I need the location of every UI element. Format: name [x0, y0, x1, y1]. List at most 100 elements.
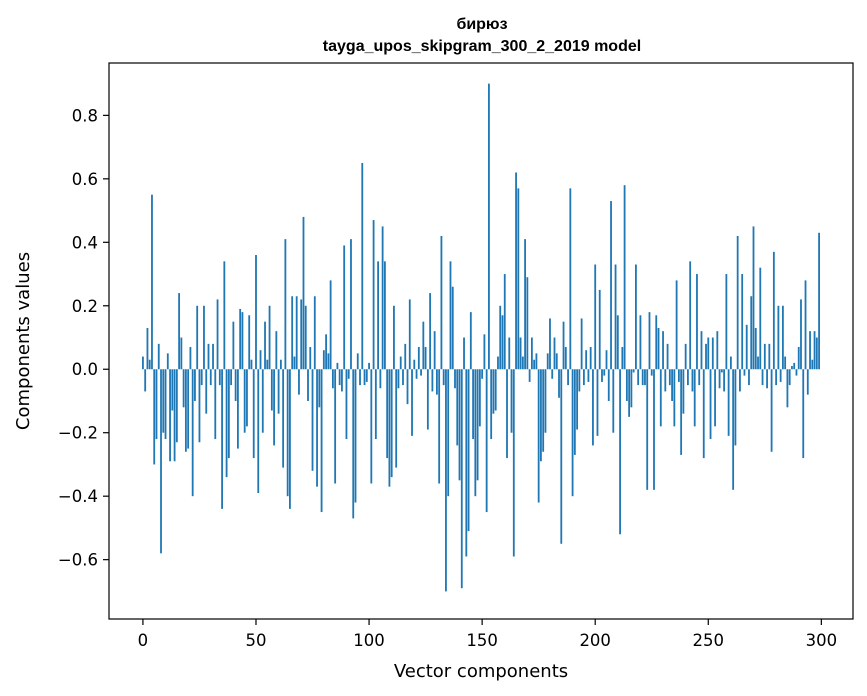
- bar-260: [729, 356, 732, 370]
- y-tick-label-3: 0.0: [72, 360, 98, 379]
- chart-title-line1: бирюз: [456, 16, 507, 33]
- bar-37: [225, 369, 228, 478]
- bar-35: [221, 369, 223, 509]
- bar-281: [777, 305, 780, 370]
- bar-14: [173, 369, 176, 462]
- bar-2: [146, 327, 149, 370]
- bar-154: [490, 369, 493, 440]
- bar-159: [501, 315, 504, 370]
- bar-51: [257, 369, 260, 494]
- bar-94: [354, 369, 357, 503]
- bar-106: [381, 226, 384, 370]
- bar-218: [635, 264, 637, 370]
- bar-251: [709, 369, 712, 440]
- bar-60: [277, 369, 280, 414]
- bar-232: [666, 343, 669, 370]
- bar-235: [673, 369, 676, 427]
- bar-265: [741, 274, 744, 370]
- bar-93: [352, 369, 355, 519]
- bar-185: [560, 369, 563, 544]
- bar-83: [329, 280, 332, 370]
- bar-99: [365, 369, 368, 382]
- bar-299: [818, 232, 820, 370]
- bar-54: [264, 321, 266, 370]
- bar-85: [334, 369, 337, 484]
- bar-147: [474, 369, 477, 497]
- bar-45: [243, 369, 246, 433]
- bar-9: [162, 369, 165, 433]
- bar-162: [508, 337, 511, 370]
- bar-181: [551, 369, 554, 379]
- bar-84: [331, 369, 334, 389]
- bar-139: [456, 369, 459, 446]
- bar-128: [431, 369, 434, 392]
- bar-173: [533, 359, 536, 370]
- bar-183: [555, 353, 558, 370]
- bar-64: [286, 369, 289, 497]
- y-tick-label-6: 0.6: [72, 170, 98, 189]
- bar-278: [770, 369, 773, 452]
- bar-133: [442, 369, 445, 386]
- bar-131: [438, 369, 441, 484]
- bar-282: [779, 369, 782, 382]
- bar-237: [677, 369, 680, 382]
- bar-296: [811, 359, 814, 370]
- bar-268: [748, 369, 750, 386]
- bar-0: [142, 356, 144, 370]
- bar-286: [788, 369, 791, 386]
- bar-219: [637, 369, 640, 386]
- bar-3: [148, 359, 151, 370]
- bar-57: [270, 369, 273, 411]
- bar-211: [619, 369, 621, 535]
- bar-112: [395, 369, 398, 468]
- bar-213: [623, 185, 626, 370]
- bar-201: [596, 369, 599, 436]
- bar-77: [316, 369, 318, 487]
- bar-136: [449, 261, 452, 370]
- bar-72: [304, 305, 307, 370]
- bar-149: [478, 369, 481, 427]
- bar-253: [714, 369, 716, 427]
- bar-25: [198, 369, 201, 443]
- bar-27: [203, 305, 205, 370]
- bar-11: [166, 353, 169, 370]
- bar-202: [598, 289, 601, 370]
- bar-239: [682, 369, 685, 414]
- bar-298: [815, 337, 818, 370]
- bar-126: [426, 369, 429, 430]
- bar-110: [390, 369, 393, 478]
- y-tick-label-0: −0.6: [58, 551, 98, 570]
- bar-118: [408, 299, 411, 370]
- bar-119: [411, 369, 413, 436]
- bar-123: [420, 369, 422, 376]
- bar-172: [530, 337, 533, 370]
- y-axis-label: Components values: [13, 252, 34, 430]
- bar-208: [612, 369, 615, 433]
- bar-79: [320, 369, 323, 513]
- bar-58: [273, 369, 275, 446]
- bar-98: [363, 369, 366, 386]
- bar-117: [406, 369, 409, 405]
- bar-103: [374, 369, 377, 440]
- bar-285: [786, 369, 789, 408]
- bar-212: [621, 347, 624, 370]
- x-tick-label-50: 50: [245, 631, 266, 650]
- bar-78: [318, 369, 321, 408]
- bar-200: [594, 264, 597, 370]
- bar-191: [573, 369, 576, 455]
- bar-284: [784, 356, 787, 370]
- bar-143: [465, 369, 468, 557]
- bar-244: [693, 369, 696, 427]
- bar-194: [580, 318, 583, 370]
- bar-297: [813, 331, 816, 370]
- bar-96: [359, 369, 361, 386]
- bar-22: [191, 369, 194, 497]
- bar-184: [558, 369, 560, 398]
- bar-24: [196, 305, 199, 370]
- bar-160: [503, 274, 506, 370]
- bar-116: [404, 343, 407, 370]
- bar-193: [578, 369, 581, 392]
- bar-234: [671, 369, 673, 401]
- bar-44: [241, 312, 244, 370]
- bar-101: [370, 369, 373, 484]
